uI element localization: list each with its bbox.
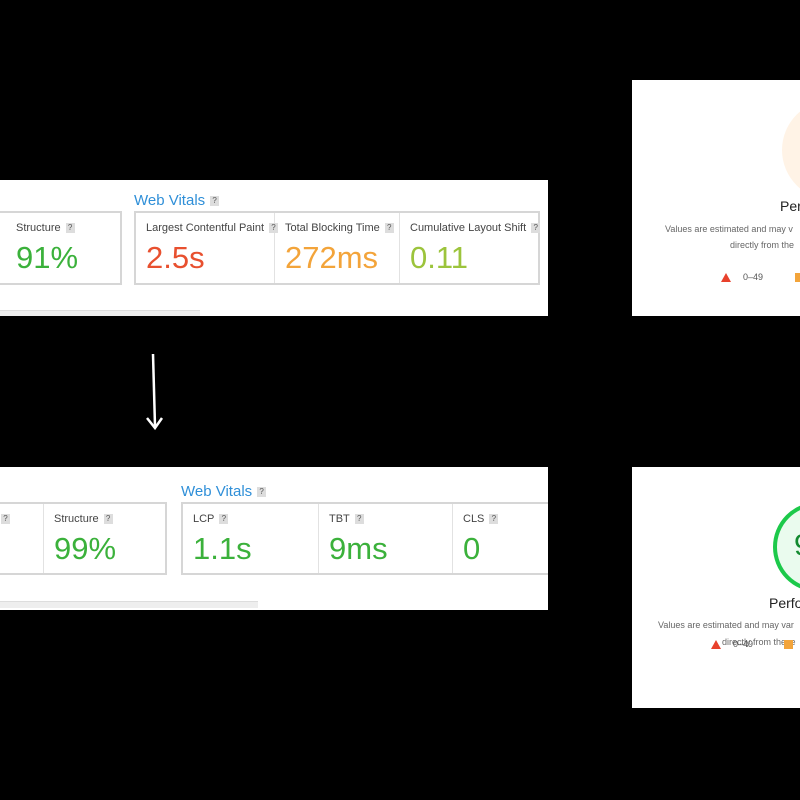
vital-label: LCP? xyxy=(193,513,229,525)
vital-label: TBT? xyxy=(329,513,364,525)
vital-value: 2.5s xyxy=(146,240,205,275)
structure-box: Structure? 91% xyxy=(0,211,122,285)
note-line: directly from these xyxy=(722,637,796,647)
label-text: TBT xyxy=(329,513,350,525)
legend-label: 0–49 xyxy=(733,639,754,649)
label-text: CLS xyxy=(463,513,485,525)
label-text: Cumulative Layout Shift xyxy=(410,222,527,234)
legend-label: 0–49 xyxy=(743,272,764,282)
vital-label: Largest Contentful Paint? xyxy=(146,222,279,234)
structure-value: 91% xyxy=(16,240,79,275)
vital-label: Total Blocking Time? xyxy=(285,222,394,234)
help-icon[interactable]: ? xyxy=(1,514,10,525)
cut-cell: ? xyxy=(0,504,44,573)
help-icon[interactable]: ? xyxy=(257,487,267,498)
label-text: Structure xyxy=(16,222,61,234)
help-icon[interactable]: ? xyxy=(103,514,113,525)
vital-value: 0 xyxy=(463,531,481,566)
vital-cell: TBT? 9ms xyxy=(319,504,453,573)
note-line: Values are estimated and may var xyxy=(658,620,794,630)
heading-text: Web Vitals xyxy=(181,483,253,500)
legend-fail-icon xyxy=(711,640,721,649)
vital-value: 1.1s xyxy=(193,531,252,566)
help-icon[interactable]: ? xyxy=(219,514,229,525)
arrow xyxy=(146,353,164,431)
vital-cell: Cumulative Layout Shift? 0.11 xyxy=(400,213,541,283)
heading-text: Web Vitals xyxy=(134,192,206,209)
tab-row xyxy=(0,601,258,608)
vitals-box: Largest Contentful Paint? 2.5s Total Blo… xyxy=(134,211,541,285)
before-panel: Web Vitals? Structure? 91% Largest Conte… xyxy=(0,180,548,316)
lighthouse-before: Per Values are estimated and may v direc… xyxy=(632,80,800,316)
score-gauge xyxy=(782,100,800,200)
heading: Web Vitals? xyxy=(134,192,220,209)
vitals-box: LCP? 1.1s TBT? 9ms CLS? 0 xyxy=(181,502,548,575)
help-icon[interactable]: ? xyxy=(354,514,364,525)
vital-cell: CLS? 0 xyxy=(453,504,548,573)
label-text: Total Blocking Time xyxy=(285,222,380,234)
vital-value: 0.11 xyxy=(410,240,469,275)
legend-average-icon xyxy=(784,640,793,649)
label-text: Largest Contentful Paint xyxy=(146,222,265,234)
label-text: Structure xyxy=(54,513,99,525)
help-icon[interactable]: ? xyxy=(65,223,75,234)
vital-label: Cumulative Layout Shift? xyxy=(410,222,541,234)
tab-row xyxy=(0,310,200,316)
vital-value: 272ms xyxy=(285,240,379,275)
help-icon[interactable]: ? xyxy=(384,223,394,234)
vital-label: CLS? xyxy=(463,513,499,525)
structure-value: 99% xyxy=(54,531,117,566)
label-text: LCP xyxy=(193,513,215,525)
after-panel: Web Vitals? ? Structure? 99% LCP? 1.1s T… xyxy=(0,467,548,610)
gauge-title: Per xyxy=(780,198,800,214)
structure-label: Structure? xyxy=(54,513,113,525)
legend-average-icon xyxy=(795,273,800,282)
vital-cell: Total Blocking Time? 272ms xyxy=(275,213,400,283)
lighthouse-after: 9 Perfo Values are estimated and may var… xyxy=(632,467,800,708)
help-icon[interactable]: ? xyxy=(269,223,279,234)
gauge-title: Perfo xyxy=(769,595,800,611)
structure-cell: Structure? 99% xyxy=(44,504,165,573)
legend-fail-icon xyxy=(721,273,731,282)
note-line: Values are estimated and may v xyxy=(665,224,793,234)
note-line: directly from the xyxy=(730,240,795,250)
help-icon[interactable]: ? xyxy=(489,514,499,525)
vital-value: 9ms xyxy=(329,531,388,566)
help-icon[interactable]: ? xyxy=(210,196,220,207)
structure-label: Structure? xyxy=(16,222,75,234)
vital-cell: LCP? 1.1s xyxy=(183,504,319,573)
arrow-head xyxy=(146,417,164,431)
heading: Web Vitals? xyxy=(181,483,267,500)
cut-label: ? xyxy=(0,513,10,525)
score-value: 9 xyxy=(794,529,800,563)
structure-box: ? Structure? 99% xyxy=(0,502,167,575)
help-icon[interactable]: ? xyxy=(531,223,541,234)
vital-cell: Largest Contentful Paint? 2.5s xyxy=(136,213,279,283)
arrow-shaft xyxy=(151,353,157,427)
